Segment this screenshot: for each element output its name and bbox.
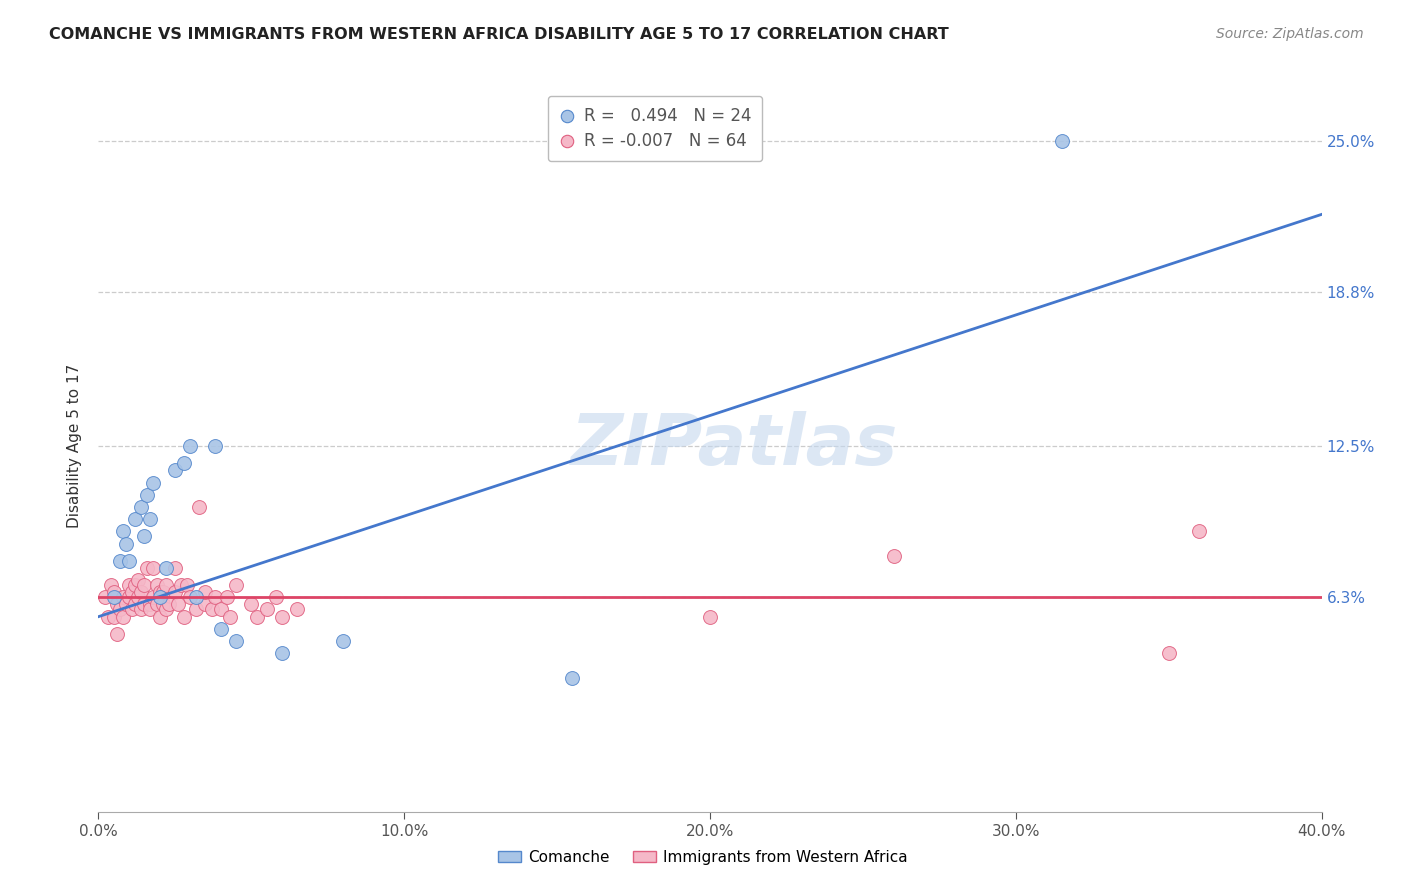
Point [186,602,208,616]
Point [186,590,208,604]
Point [145,578,167,592]
Point [155,602,177,616]
Point [176,578,198,592]
Point [188,500,211,514]
Point [209,622,232,636]
Point [139,598,162,612]
Point [256,602,278,616]
Point [155,561,177,575]
Point [163,463,186,477]
Point [332,634,354,648]
Point [97,609,120,624]
Point [270,646,292,660]
Point [129,602,152,616]
Text: Source: ZipAtlas.com: Source: ZipAtlas.com [1216,27,1364,41]
Point [149,590,172,604]
Point [118,578,141,592]
Point [115,598,138,612]
Point [270,609,292,624]
Point [264,590,287,604]
Point [1188,524,1211,539]
Text: COMANCHE VS IMMIGRANTS FROM WESTERN AFRICA DISABILITY AGE 5 TO 17 CORRELATION CH: COMANCHE VS IMMIGRANTS FROM WESTERN AFRI… [49,27,949,42]
Point [225,634,247,648]
Point [219,609,242,624]
Point [111,524,134,539]
Point [108,602,131,616]
Point [179,439,201,453]
Point [142,561,165,575]
Point [139,602,162,616]
Point [204,590,226,604]
Legend: R =   0.494   N = 24, R = -0.007   N = 64: R = 0.494 N = 24, R = -0.007 N = 64 [548,96,762,161]
Point [167,598,190,612]
Y-axis label: Disability Age 5 to 17: Disability Age 5 to 17 [67,364,83,528]
Point [209,602,232,616]
Point [105,626,128,640]
Point [136,561,159,575]
Point [194,598,217,612]
Point [121,602,143,616]
Point [124,512,146,526]
Point [225,578,247,592]
Point [173,456,195,470]
Legend: Comanche, Immigrants from Western Africa: Comanche, Immigrants from Western Africa [492,844,914,871]
Point [118,553,141,567]
Point [142,475,165,490]
Point [699,609,721,624]
Point [179,590,201,604]
Point [152,585,174,599]
Point [883,549,905,563]
Point [111,590,134,604]
Point [200,602,222,616]
Text: ZIPatlas: ZIPatlas [571,411,898,481]
Point [139,512,162,526]
Point [103,590,125,604]
Point [127,573,149,587]
Point [111,609,134,624]
Point [240,598,263,612]
Point [1157,646,1180,660]
Point [121,585,143,599]
Point [100,578,122,592]
Point [157,598,180,612]
Point [173,609,195,624]
Point [108,553,131,567]
Point [204,439,226,453]
Point [142,590,165,604]
Point [149,609,172,624]
Point [215,590,238,604]
Point [93,590,115,604]
Point [118,590,141,604]
Point [115,536,138,550]
Point [152,598,174,612]
Point [285,602,308,616]
Point [163,561,186,575]
Point [163,585,186,599]
Point [134,598,156,612]
Point [155,578,177,592]
Point [246,609,269,624]
Point [103,585,125,599]
Point [561,671,583,685]
Point [103,609,125,624]
Point [134,529,156,543]
Point [194,585,217,599]
Point [124,598,146,612]
Point [136,488,159,502]
Point [149,585,172,599]
Point [127,590,149,604]
Point [129,585,152,599]
Point [105,598,128,612]
Point [170,578,193,592]
Point [129,500,152,514]
Point [145,598,167,612]
Point [1050,134,1073,148]
Point [124,578,146,592]
Point [134,578,156,592]
